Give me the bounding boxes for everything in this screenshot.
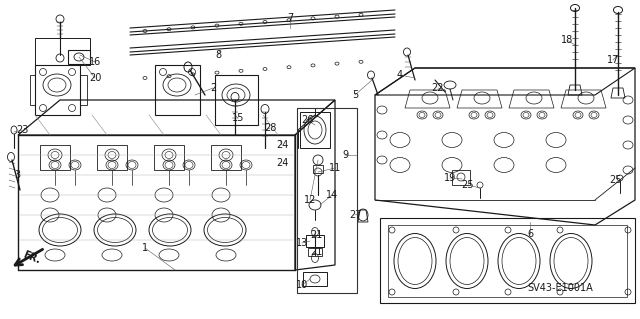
Text: 22: 22 [432,83,444,93]
Bar [308,248,322,256]
Text: 25: 25 [461,180,474,190]
Text: 23: 23 [16,125,28,135]
Text: 13: 13 [296,238,308,248]
Text: 24: 24 [276,140,288,150]
Text: FR.: FR. [22,250,42,266]
Text: 6: 6 [527,229,533,239]
Text: SV43-E1001A: SV43-E1001A [527,283,593,293]
Bar [313,165,323,173]
Bar [297,108,357,293]
Text: 21: 21 [310,247,322,257]
Text: 21: 21 [310,230,322,240]
Text: 17: 17 [607,55,619,65]
Text: 2: 2 [210,83,216,93]
Text: 25: 25 [609,175,621,185]
Text: 1: 1 [142,243,148,253]
Text: 3: 3 [14,170,20,180]
Text: 20: 20 [89,73,101,83]
Text: 27: 27 [349,210,361,220]
Text: 19: 19 [444,173,456,183]
Text: 24: 24 [276,158,288,168]
Text: 10: 10 [296,280,308,290]
Text: 4: 4 [397,70,403,80]
Text: 5: 5 [352,90,358,100]
Text: 14: 14 [326,190,338,200]
Text: 28: 28 [264,123,276,133]
Text: 9: 9 [342,150,348,160]
Text: 16: 16 [89,57,101,67]
Text: 15: 15 [232,113,244,123]
Text: 7: 7 [287,13,293,23]
Bar [306,235,324,247]
Text: 8: 8 [215,50,221,60]
Bar [380,218,635,303]
Bar [303,272,327,286]
Text: 26: 26 [301,115,313,125]
Text: 18: 18 [561,35,573,45]
Bar [388,225,627,297]
Text: 11: 11 [329,163,341,173]
Bar [68,50,90,64]
Text: 12: 12 [304,195,316,205]
